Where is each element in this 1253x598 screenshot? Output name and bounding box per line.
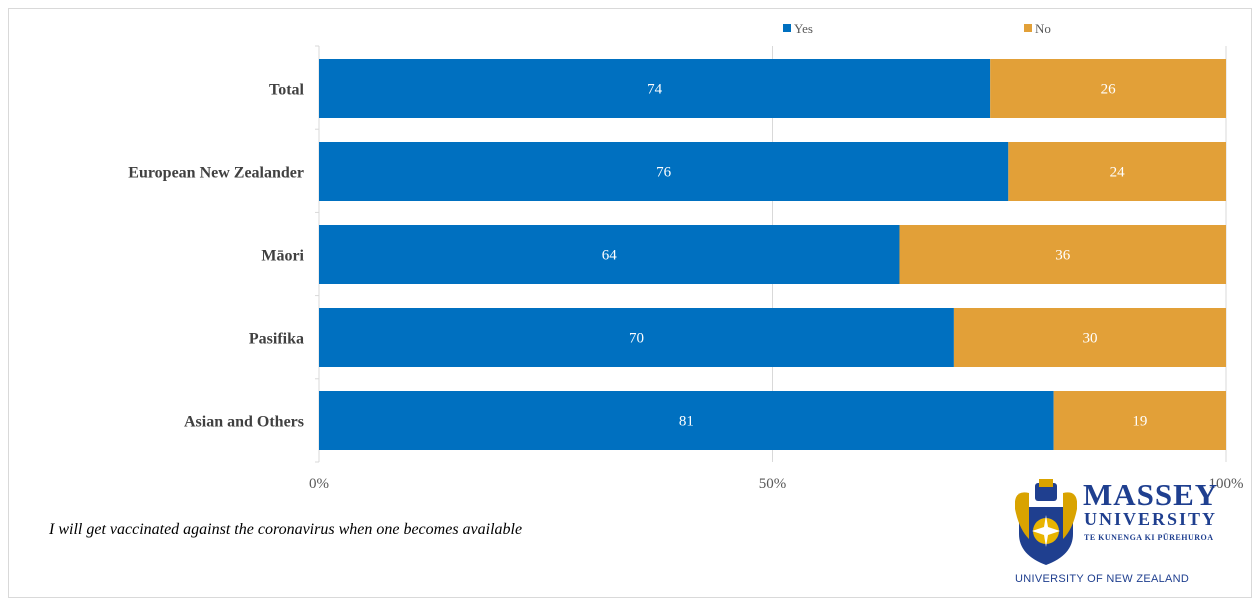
legend-swatch-no: [1024, 24, 1032, 32]
category-label-4: Asian and Others: [184, 414, 304, 431]
category-label-1: European New Zealander: [128, 165, 304, 182]
bar-no-0: [990, 59, 1226, 118]
data-label-no-3: 30: [1082, 331, 1097, 347]
data-label-yes-4: 81: [679, 414, 694, 430]
category-label-2: Māori: [261, 248, 304, 265]
data-label-yes-0: 74: [647, 82, 663, 98]
bar-no-3: [953, 308, 1226, 367]
category-label-0: Total: [269, 82, 305, 99]
data-label-no-4: 19: [1132, 414, 1147, 430]
bar-no-4: [1053, 391, 1226, 450]
legend-label-yes: Yes: [794, 21, 813, 36]
logo-maori-name: TE KUNENGA KI PŪREHUROA: [1084, 533, 1214, 542]
data-label-no-0: 26: [1101, 82, 1117, 98]
bar-no-2: [899, 225, 1226, 284]
category-label-3: Pasifika: [249, 331, 304, 348]
x-tick-label-0: 0%: [309, 476, 329, 492]
data-label-yes-2: 64: [602, 248, 618, 264]
legend-label-no: No: [1035, 21, 1051, 36]
data-label-yes-1: 76: [656, 165, 672, 181]
bar-yes-2: [319, 225, 900, 284]
x-tick-label-2: 100%: [1209, 476, 1244, 492]
data-label-no-2: 36: [1055, 248, 1071, 264]
logo-subtitle: UNIVERSITY: [1084, 509, 1218, 529]
bar-yes-0: [319, 59, 991, 118]
data-label-yes-3: 70: [629, 331, 644, 347]
data-label-no-1: 24: [1110, 165, 1126, 181]
legend-swatch-yes: [783, 24, 791, 32]
bar-yes-1: [319, 142, 1009, 201]
bar-no-1: [1008, 142, 1226, 201]
bar-yes-4: [319, 391, 1054, 450]
logo-country: UNIVERSITY OF NEW ZEALAND: [1015, 573, 1190, 585]
x-tick-label-1: 50%: [759, 476, 787, 492]
bar-yes-3: [319, 308, 954, 367]
crest-icon: [1015, 479, 1077, 565]
massey-logo: MASSEY UNIVERSITY TE KUNENGA KI PŪREHURO…: [1007, 477, 1253, 588]
chart-footnote: I will get vaccinated against the corona…: [49, 521, 523, 538]
logo-name: MASSEY: [1083, 477, 1219, 512]
